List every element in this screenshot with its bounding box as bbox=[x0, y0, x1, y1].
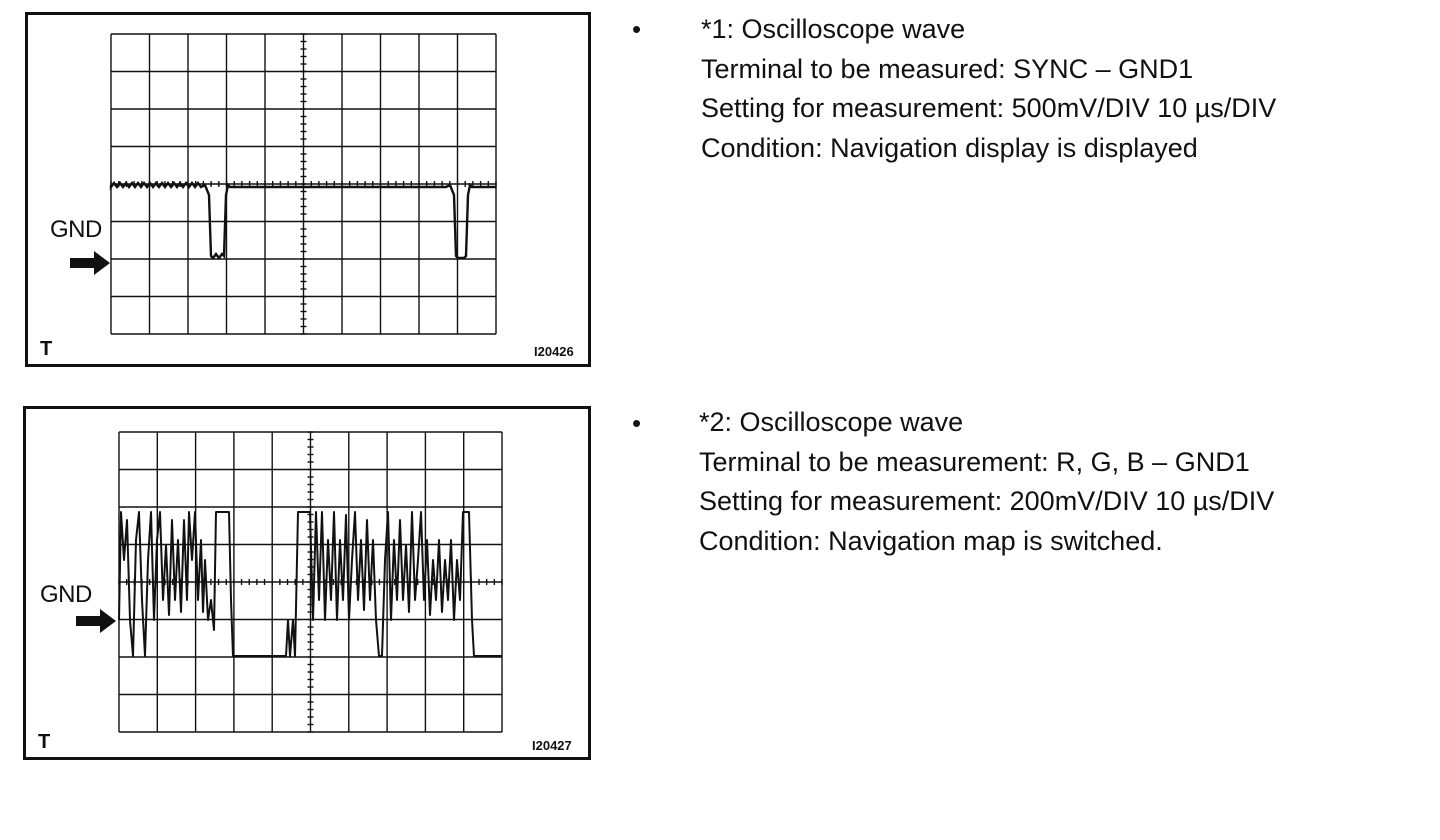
figure-id-1: I20426 bbox=[534, 344, 574, 359]
right-arrow-icon bbox=[76, 609, 116, 633]
right-arrow-icon bbox=[70, 251, 110, 275]
gnd-label-2: GND bbox=[40, 581, 92, 608]
bullet-1: • bbox=[632, 14, 642, 44]
gnd-label-1: GND bbox=[50, 216, 102, 243]
description-1: *1: Oscilloscope wave Terminal to be mea… bbox=[701, 10, 1276, 168]
description-2: *2: Oscilloscope wave Terminal to be mea… bbox=[699, 403, 1274, 561]
trigger-mark-2: T bbox=[38, 731, 51, 753]
description-terminal-2: Terminal to be measurement: R, G, B – GN… bbox=[699, 446, 1250, 477]
trigger-mark-1: T bbox=[40, 338, 53, 360]
description-terminal-1: Terminal to be measured: SYNC – GND1 bbox=[701, 53, 1194, 84]
description-setting-2: Setting for measurement: 200mV/DIV 10 µs… bbox=[699, 486, 1275, 516]
description-setting-1: Setting for measurement: 500mV/DIV 10 µs… bbox=[701, 93, 1277, 123]
oscilloscope-figure-2 bbox=[23, 406, 591, 760]
description-title-2: *2: Oscilloscope wave bbox=[699, 407, 964, 437]
oscilloscope-figure-1 bbox=[25, 12, 591, 367]
description-condition-2: Condition: Navigation map is switched. bbox=[699, 525, 1163, 556]
figure-id-2: I20427 bbox=[532, 738, 572, 753]
description-title-1: *1: Oscilloscope wave bbox=[701, 14, 966, 44]
bullet-2: • bbox=[632, 408, 642, 438]
description-condition-1: Condition: Navigation display is display… bbox=[701, 132, 1198, 163]
